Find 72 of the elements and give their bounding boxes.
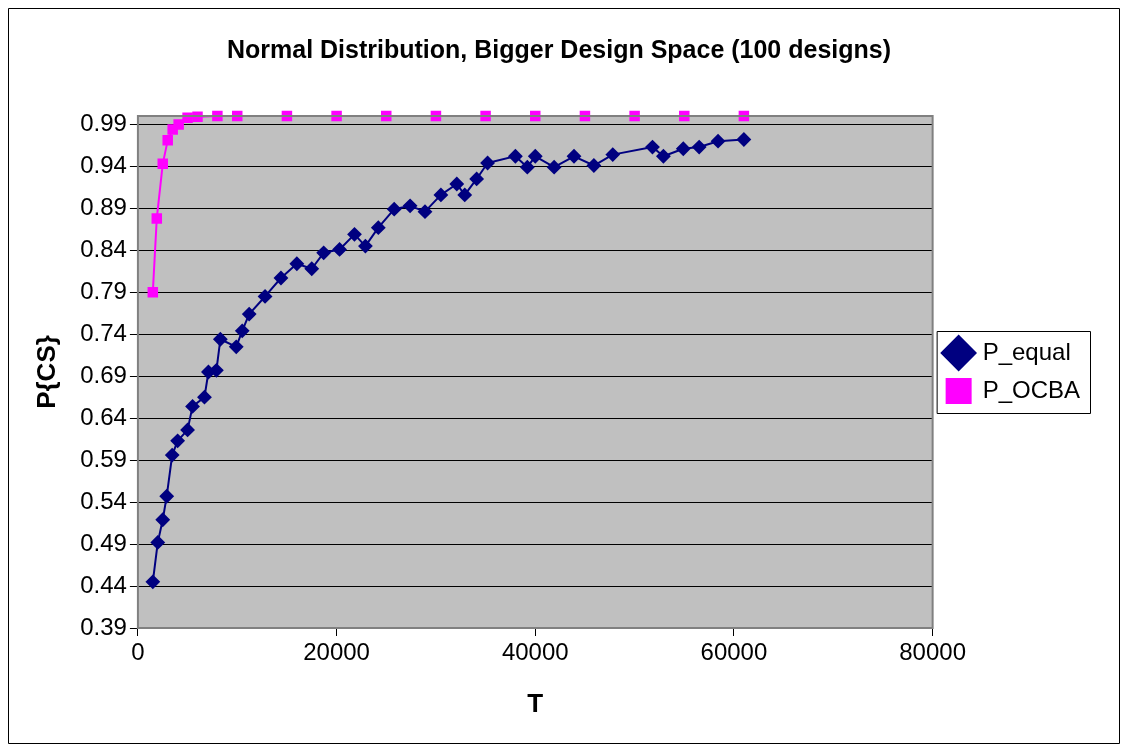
point	[358, 239, 373, 254]
point	[692, 140, 707, 155]
point	[157, 158, 168, 170]
point	[711, 134, 726, 149]
point	[235, 323, 250, 338]
y-tick-label: 0.59	[80, 444, 127, 472]
y-tick-label: 0.49	[80, 528, 127, 556]
point	[173, 119, 184, 130]
point	[162, 135, 173, 146]
x-tick-label: 20000	[303, 638, 370, 666]
point	[159, 489, 174, 504]
legend-label: P_equal	[982, 337, 1071, 365]
point	[418, 204, 432, 219]
point	[289, 256, 304, 271]
point	[403, 198, 418, 213]
point	[508, 149, 523, 164]
y-tick-label: 0.94	[80, 150, 127, 178]
y-tick-label: 0.69	[80, 360, 127, 388]
point	[209, 363, 224, 378]
y-axis-title: P{CS}	[30, 335, 61, 409]
x-tick-label: 60000	[700, 638, 768, 666]
point	[147, 287, 159, 298]
point	[469, 171, 484, 186]
point	[332, 242, 347, 257]
x-axis-title: T	[527, 687, 544, 718]
point	[197, 390, 212, 405]
point	[258, 289, 273, 304]
point	[347, 227, 362, 242]
y-tick-label: 0.44	[80, 570, 127, 598]
y-tick-label: 0.84	[80, 234, 127, 262]
y-tick-label: 0.79	[80, 276, 127, 304]
point	[170, 433, 185, 448]
x-tick-label: 40000	[501, 638, 569, 666]
point	[185, 399, 200, 414]
point	[180, 422, 195, 437]
point	[155, 512, 170, 527]
point	[645, 140, 660, 155]
point	[145, 574, 160, 589]
x-tick-label: 80000	[899, 638, 966, 666]
legend-label: P_OCBA	[982, 375, 1080, 403]
point	[304, 261, 319, 276]
point	[387, 202, 402, 217]
x-tick-label: 0	[131, 638, 145, 666]
point	[449, 176, 464, 191]
y-tick-label: 0.54	[80, 486, 127, 514]
point	[433, 187, 448, 202]
point	[273, 270, 288, 285]
point	[213, 332, 228, 347]
point	[676, 141, 691, 156]
chart-title: Normal Distribution, Bigger Design Space (100 designs)	[226, 34, 892, 63]
point	[165, 448, 180, 463]
point	[547, 160, 562, 175]
point	[457, 187, 472, 202]
y-tick-label: 0.89	[80, 192, 127, 220]
y-tick-label: 0.64	[80, 402, 127, 430]
point	[736, 132, 751, 147]
point	[316, 245, 331, 260]
point	[586, 158, 601, 173]
point	[480, 156, 495, 170]
point	[371, 220, 386, 235]
point	[656, 149, 671, 164]
y-tick-label: 0.39	[80, 612, 127, 640]
y-tick-label: 0.74	[80, 318, 127, 346]
point	[520, 160, 535, 175]
point	[528, 149, 543, 164]
point	[151, 213, 163, 224]
point	[229, 339, 244, 354]
point	[242, 307, 257, 322]
point	[605, 147, 620, 162]
point	[150, 535, 165, 550]
y-tick-label: 0.99	[80, 109, 127, 137]
point	[567, 149, 582, 164]
